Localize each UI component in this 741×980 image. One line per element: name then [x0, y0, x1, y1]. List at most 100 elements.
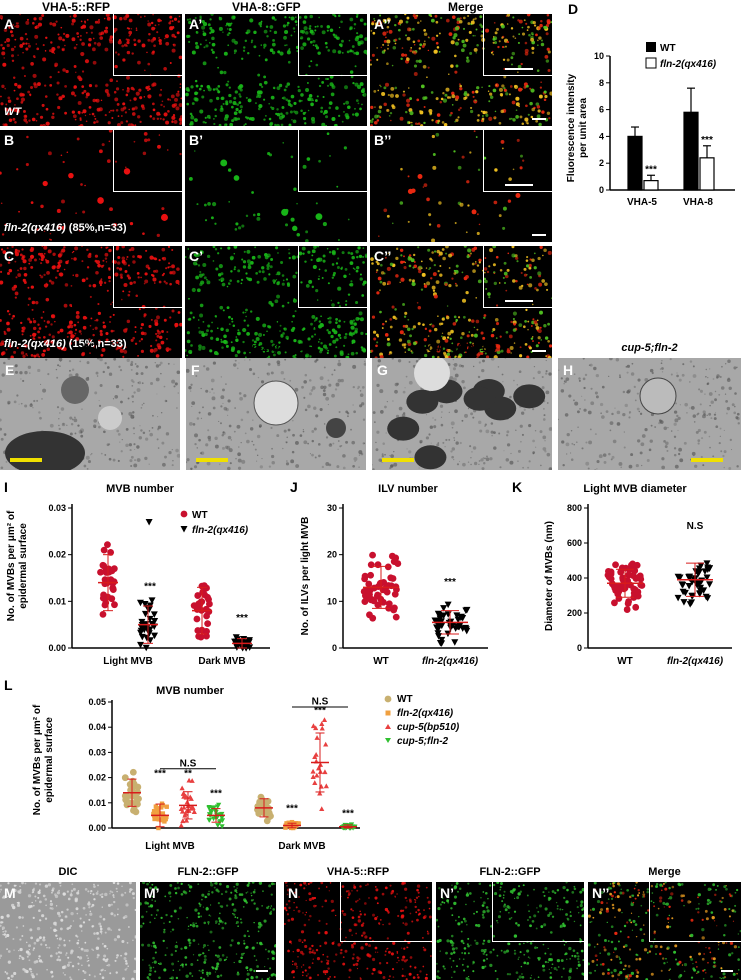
- i-ytick: 0.01: [48, 596, 66, 606]
- panel-j-letter: J: [290, 479, 298, 495]
- d-sig: ***: [645, 164, 657, 175]
- micrograph-Ap: A’: [185, 14, 367, 126]
- l-point: [215, 823, 221, 828]
- d-category: VHA-8: [683, 197, 713, 208]
- l-point: [319, 806, 325, 812]
- i-ytick: 0.02: [48, 550, 66, 560]
- i-point-wt: [97, 568, 104, 576]
- i-point-fln2: [151, 632, 159, 640]
- k-point-wt: [615, 595, 623, 602]
- panel-j-title: ILV number: [378, 483, 438, 495]
- scale-bar: [532, 350, 546, 352]
- l-point: [322, 769, 328, 775]
- l-point: [123, 801, 131, 809]
- l-point: [163, 816, 168, 822]
- j-point-fln2: [462, 607, 470, 614]
- i-point-wt: [203, 612, 210, 620]
- j-point-fln2: [447, 624, 455, 632]
- panel-d-ylabel-1: Fluorescence intensity: [566, 73, 577, 182]
- j-point-wt: [390, 606, 398, 614]
- k-point-fln2: [674, 594, 682, 602]
- l-sig: ***: [314, 705, 326, 716]
- l-point: [156, 825, 161, 831]
- i-point-fln2: [137, 641, 145, 649]
- i-point-wt: [202, 628, 210, 636]
- j-point-wt: [361, 575, 369, 583]
- d-bar: [643, 180, 659, 191]
- i-point-wt: [195, 604, 203, 612]
- d-ytick: 2: [599, 158, 604, 168]
- bottom-letter: M’: [144, 885, 160, 901]
- bottom-letter: N’: [440, 885, 454, 901]
- i-point-fln2: [240, 636, 248, 643]
- k-sig: N.S: [687, 521, 704, 532]
- l-point: [129, 768, 137, 776]
- panel-letter: C: [4, 248, 15, 264]
- i-point-fln2: [233, 636, 241, 643]
- genotype-label: fln-2(qx416) (15%,n=33): [4, 338, 127, 350]
- i-legend-wt: WT: [192, 510, 208, 521]
- panel-i-ylabel-1: No. of MVBs per μm² of: [6, 510, 17, 621]
- scale-bar: [532, 118, 546, 120]
- genotype-label: WT: [4, 106, 21, 118]
- l-point: [264, 797, 272, 805]
- panel-i-title: MVB number: [106, 483, 175, 495]
- k-ytick: 200: [567, 608, 582, 618]
- l-point: [187, 794, 193, 800]
- em-title-F: fln-2(qx416): [245, 342, 307, 354]
- j-point-wt: [369, 614, 377, 622]
- d-ytick: 4: [599, 131, 604, 141]
- scale-bar: [196, 458, 228, 462]
- em-letter: E: [5, 362, 15, 378]
- bottom-title-3: FLN-2::GFP: [479, 866, 541, 878]
- j-point-wt: [367, 561, 375, 569]
- k-point-wt: [612, 561, 619, 569]
- j-point-wt: [392, 554, 400, 562]
- j-cat: fln-2(qx416): [422, 656, 479, 667]
- l-point: [164, 804, 169, 809]
- micrograph-Bp: B’: [185, 130, 367, 242]
- k-point-wt: [632, 603, 640, 611]
- bottom-title-1: FLN-2::GFP: [177, 866, 239, 878]
- j-point-wt: [394, 560, 402, 567]
- panel-letter: A’: [189, 16, 203, 32]
- l-point: [314, 735, 320, 740]
- l-cat: Light MVB: [145, 841, 194, 852]
- l-point: [263, 817, 271, 825]
- i-point-wt: [206, 600, 213, 608]
- d-ytick: 10: [594, 51, 604, 61]
- j-point-wt: [374, 561, 382, 569]
- l-point: [219, 811, 225, 817]
- scale-bar: [532, 234, 546, 236]
- panel-l-ylabel-2: epidermal surface: [44, 717, 55, 803]
- em-title-E: WT: [81, 342, 99, 354]
- i-point-fln2: [143, 634, 151, 642]
- j-point-wt: [369, 551, 376, 559]
- l-point: [121, 774, 129, 782]
- i-point-wt: [204, 620, 212, 627]
- k-point-fln2: [696, 587, 704, 594]
- scale-bar: [691, 458, 723, 462]
- l-point: [219, 824, 225, 830]
- em-letter: F: [191, 362, 200, 378]
- i-point-wt: [99, 561, 107, 569]
- scale-bar: [505, 300, 533, 302]
- inset-box: [649, 882, 741, 942]
- panel-letter: B: [4, 132, 15, 148]
- i-point-fln2: [148, 597, 156, 604]
- panel-d-ylabel-2: per unit area: [578, 98, 589, 158]
- k-point-fln2: [686, 573, 694, 581]
- j-ytick: 30: [327, 503, 337, 513]
- micrograph-Cp: C’: [185, 246, 367, 358]
- inset-box: [483, 246, 552, 308]
- l-point: [310, 723, 317, 729]
- k-point-fln2: [695, 580, 703, 588]
- l-ytick: 0.00: [88, 823, 106, 833]
- l-point: [178, 806, 184, 811]
- inset-box: [298, 130, 367, 192]
- i-point-wt: [109, 584, 117, 592]
- i-point-wt: [107, 549, 115, 556]
- l-point: [319, 725, 325, 731]
- k-point-fln2: [703, 574, 711, 582]
